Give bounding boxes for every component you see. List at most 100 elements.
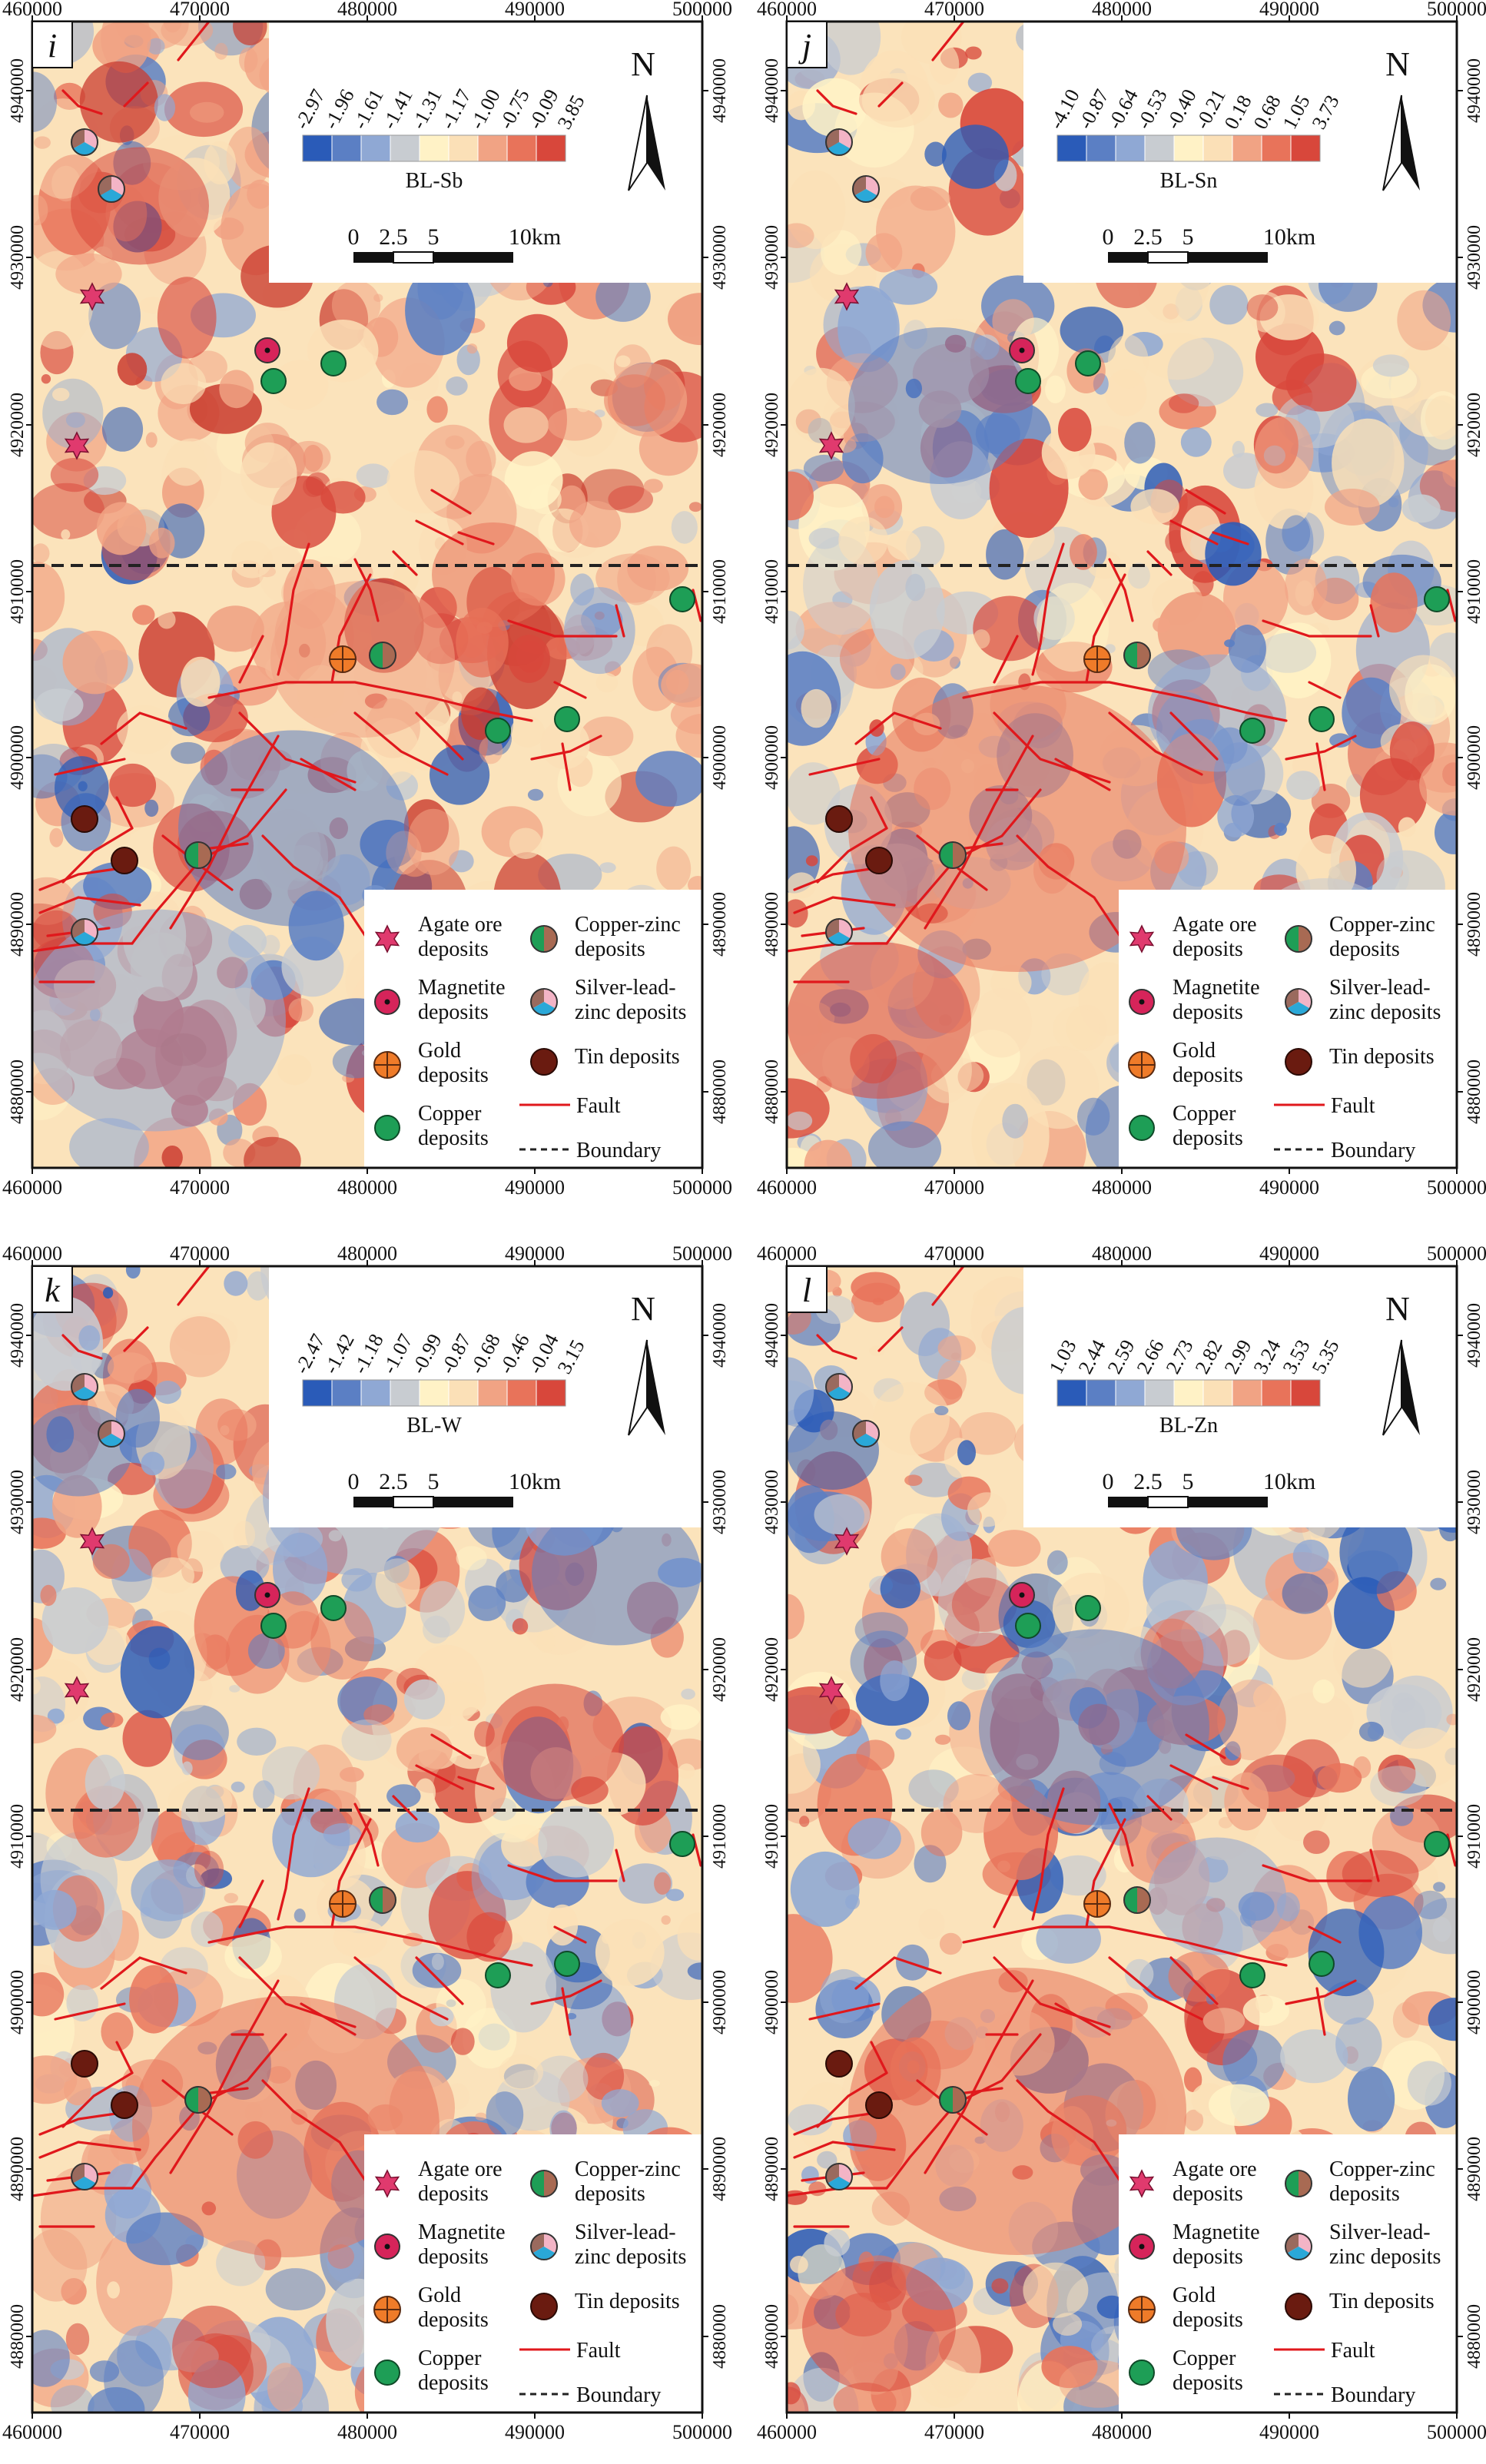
anomaly-blob: [32, 194, 48, 226]
magnetite-dot: [1019, 347, 1025, 353]
anomaly-blob: [1169, 393, 1199, 413]
color-class-swatch: [448, 134, 479, 162]
gold-cross-icon: [374, 2297, 400, 2323]
anomaly-blob: [1435, 811, 1457, 854]
x-tick-label-top: 490000: [505, 1242, 565, 1265]
legend-label-copper-zinc: Copper-zinc: [575, 913, 681, 937]
anomaly-blob: [116, 705, 173, 754]
anomaly-blob: [1124, 422, 1156, 464]
anomaly-blob: [1180, 427, 1212, 457]
x-tick-label-top: 480000: [1092, 0, 1152, 20]
x-tick-label-bottom: 480000: [337, 1176, 397, 1199]
legend-symbol-magnetite: [374, 989, 400, 1015]
anomaly-blob: [131, 1859, 206, 1922]
y-tick-label-right: 4910000: [1464, 559, 1484, 624]
anomaly-blob: [386, 1784, 421, 1808]
anomaly-blob: [937, 1558, 1012, 1647]
anomaly-blob: [986, 529, 1024, 580]
scale-bar-label: 10km: [1263, 224, 1315, 250]
anomaly-blob: [1292, 1539, 1329, 1573]
legend-symbol-copper: [374, 1115, 400, 1141]
legend-label-copper-zinc: deposits: [575, 2182, 645, 2206]
anomaly-blob: [1430, 1577, 1447, 1590]
anomaly-blob: [287, 440, 331, 474]
fault-line: [924, 1979, 1034, 2174]
copper-zinc-deposit-left: [370, 1887, 383, 1913]
anomaly-blob: [566, 2013, 577, 2020]
anomaly-blob: [168, 1779, 233, 1822]
anomaly-blob: [1442, 459, 1457, 487]
silver-lead-zinc-icon: [1285, 988, 1312, 1016]
anomaly-blob: [823, 286, 897, 363]
anomaly-blob: [1325, 489, 1380, 526]
anomaly-blob: [1259, 632, 1317, 673]
anomaly-blob: [1275, 1692, 1354, 1748]
anomaly-blob: [788, 2104, 833, 2136]
copper-zinc-icon: [530, 2170, 558, 2197]
agate-ore-deposit-symbol: [64, 431, 90, 460]
anomaly-blob: [904, 1474, 923, 1486]
fault-line: [169, 735, 280, 930]
legend-label-magnetite: deposits: [418, 2245, 489, 2269]
anomaly-blob: [869, 559, 945, 660]
x-tick-label-top: 460000: [2, 1242, 62, 1265]
anomaly-blob: [219, 370, 254, 409]
anomaly-blob: [1225, 1741, 1241, 1761]
magnetite-dot-icon: [384, 999, 390, 1005]
anomaly-blob: [804, 1139, 852, 1168]
x-tick-label-bottom: 460000: [757, 1176, 817, 1199]
anomaly-blob: [872, 1298, 884, 1305]
magnetite-dot: [264, 1592, 270, 1598]
anomaly-blob: [50, 458, 99, 492]
y-tick-label-right: 4940000: [710, 58, 730, 123]
legend-symbol-silver-lead-zinc: [530, 2233, 558, 2260]
x-tick-label-top: 470000: [170, 0, 230, 20]
anomaly-blob: [450, 2028, 475, 2055]
legend-label-gold: deposits: [1173, 2308, 1243, 2332]
copper-zinc-deposit-left: [940, 842, 953, 868]
y-tick-label-right: 4880000: [1464, 1060, 1484, 1124]
y-tick-label-left: 4920000: [8, 393, 28, 457]
anomaly-blob: [1224, 1772, 1269, 1831]
x-tick-label-bottom: 470000: [924, 1176, 984, 1199]
tin-icon: [1285, 1048, 1312, 1076]
anomaly-blob: [681, 1688, 695, 1700]
copper-deposit-symbol: [1424, 586, 1450, 612]
legend-label-magnetite: deposits: [1173, 1000, 1243, 1024]
fault-line: [238, 711, 357, 784]
anomaly-blob: [787, 471, 814, 521]
silver-lead-zinc-deposit-symbol: [852, 1420, 880, 1448]
anomaly-blob: [224, 1934, 282, 1979]
anomaly-blob: [158, 610, 176, 629]
fault-line: [277, 1787, 310, 1921]
anomaly-blob: [395, 1810, 440, 1843]
y-tick-label-right: 4930000: [1464, 1470, 1484, 1534]
legend-symbol-agate: [1129, 2169, 1155, 2198]
fault-line: [877, 1326, 904, 1352]
anomaly-blob: [92, 1544, 130, 1579]
anomaly-blob: [1157, 592, 1236, 670]
anomaly-blob: [540, 719, 590, 770]
anomaly-blob: [331, 280, 381, 330]
fault-line: [300, 2002, 357, 2036]
anomaly-blob: [32, 1296, 104, 1391]
anomaly-blob: [817, 2151, 838, 2169]
fault-line: [353, 1956, 449, 2021]
anomaly-blob: [599, 862, 616, 874]
x-tick-label-bottom: 500000: [672, 1176, 732, 1199]
anomaly-blob: [32, 2055, 78, 2104]
anomaly-blob: [1047, 1550, 1068, 1575]
fault-line: [816, 2071, 888, 2128]
fault-line: [61, 827, 134, 884]
anomaly-blob: [1202, 2008, 1246, 2034]
anomaly-blob: [161, 363, 207, 405]
anomaly-blob: [423, 1615, 450, 1644]
anomaly-blob: [951, 1577, 1017, 1632]
anomaly-blob: [107, 2281, 120, 2299]
color-scale-frame: [1056, 1379, 1321, 1407]
anomaly-blob: [157, 277, 217, 359]
anomaly-blob: [939, 1932, 963, 1955]
scale-bar-seg-3: [433, 1497, 513, 1507]
copper-zinc-deposit-right: [953, 842, 966, 868]
y-tick-label-right: 4920000: [710, 1637, 730, 1702]
